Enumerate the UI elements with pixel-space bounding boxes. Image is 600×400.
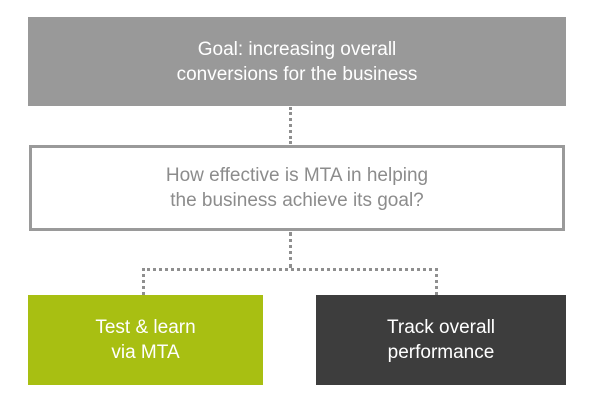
question-line-2: the business achieve its goal? — [170, 190, 424, 211]
connector-branch-left — [142, 268, 145, 295]
track-line-2: performance — [387, 342, 495, 363]
test-line-1: Test & learn — [95, 317, 196, 338]
connector-goal-to-question — [289, 107, 292, 144]
test-line-2: via MTA — [111, 342, 180, 363]
track-line-1: Track overall — [386, 317, 496, 338]
question-box: How effective is MTA in helping the busi… — [29, 145, 565, 231]
question-line-1: How effective is MTA in helping — [165, 165, 429, 186]
goal-line-1: Goal: increasing overall — [197, 38, 397, 60]
test-and-learn-box: Test & learn via MTA — [28, 295, 263, 385]
goal-box: Goal: increasing overall conversions for… — [28, 17, 566, 106]
connector-branch-right — [435, 268, 438, 295]
goal-line-2: conversions for the business — [176, 63, 418, 85]
connector-horizontal-branch — [142, 268, 438, 271]
connector-question-down — [289, 232, 292, 268]
track-performance-box: Track overall performance — [316, 295, 566, 385]
